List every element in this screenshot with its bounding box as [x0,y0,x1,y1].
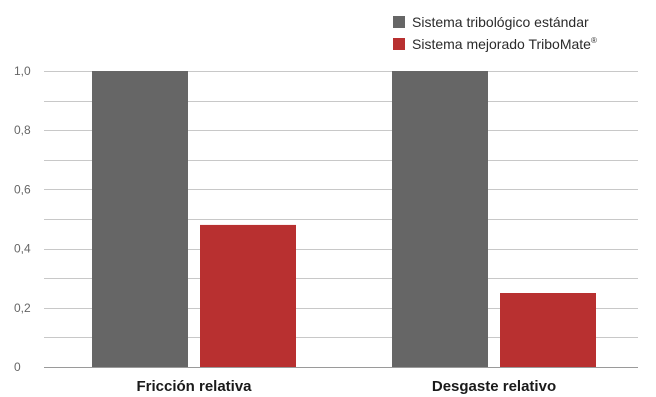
legend-label-estandar: Sistema tribológico estándar [412,14,589,30]
bar-tribomate-friccion [200,224,296,367]
bars [92,71,596,367]
y-axis-ticks: 0 0,2 0,4 0,6 0,8 1,0 [14,64,31,374]
registered-trademark-mark: ® [590,36,597,45]
y-tick-label: 0 [14,360,21,374]
x-category-label: Fricción relativa [136,378,252,395]
bar-estandar-desgaste [392,71,488,367]
bar-tribomate-desgaste [500,293,596,367]
y-tick-label: 0,6 [14,182,31,196]
x-axis-labels: Fricción relativa Desgaste relativo [136,378,556,395]
x-category-label: Desgaste relativo [432,378,556,395]
y-tick-label: 0,2 [14,301,31,315]
y-tick-label: 0,4 [14,242,31,256]
bar-estandar-friccion [92,71,188,367]
legend-swatch-tribomate [393,38,405,50]
legend-swatch-estandar [393,16,405,28]
y-tick-label: 0,8 [14,123,31,137]
legend-item-estandar: Sistema tribológico estándar [393,11,597,33]
legend: Sistema tribológico estándar Sistema mej… [393,11,597,55]
y-tick-label: 1,0 [14,64,31,78]
legend-item-tribomate: Sistema mejorado TriboMate® [393,33,597,55]
legend-label-tribomate: Sistema mejorado TriboMate [412,36,591,52]
